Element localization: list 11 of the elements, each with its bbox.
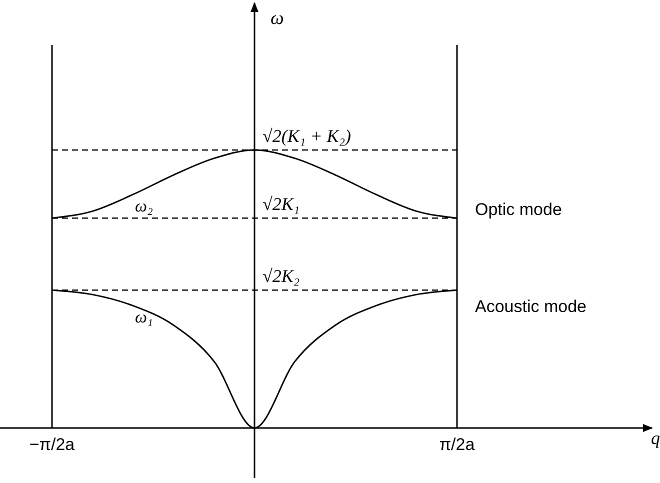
annotation: Acoustic mode xyxy=(475,297,586,316)
x-tick-label: −π/2a xyxy=(29,435,76,454)
ref-line-label: √2K₁ xyxy=(262,194,300,214)
text: q xyxy=(651,428,660,448)
series-label: ω₂ xyxy=(135,196,154,216)
x-tick-label: π/2a xyxy=(439,435,476,454)
ref-line-label: √2K₂ xyxy=(262,266,300,286)
annotation: Optic mode xyxy=(475,200,562,220)
ref-line-label: √2(K₁ + K₂) xyxy=(262,126,352,146)
series-label: ω₁ xyxy=(135,308,153,327)
text: ω xyxy=(270,8,284,29)
